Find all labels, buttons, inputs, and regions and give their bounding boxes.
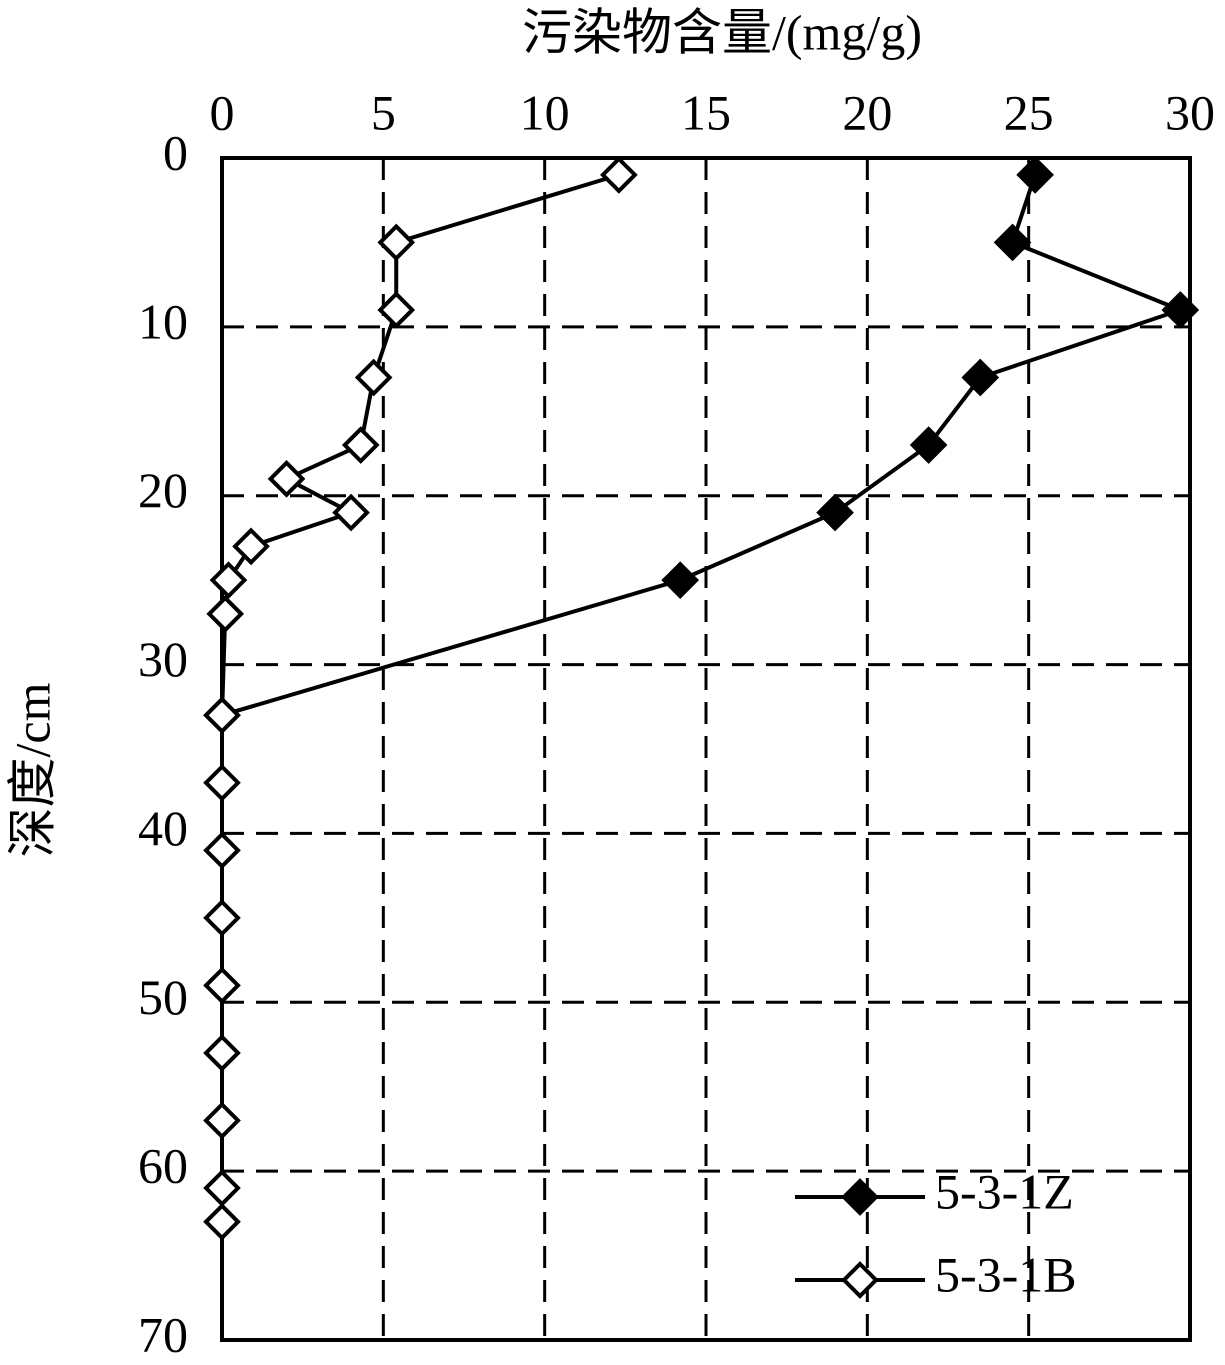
y-tick-label: 30 [138, 631, 188, 687]
data-point [377, 223, 416, 262]
data-point [816, 493, 854, 532]
data-point [203, 1101, 241, 1140]
data-point [232, 527, 270, 566]
data-point [909, 426, 948, 464]
data-point [203, 966, 241, 1005]
legend-label: 5-3-1B [935, 1246, 1077, 1302]
data-point [341, 426, 380, 464]
y-tick-label: 0 [163, 124, 188, 180]
y-tick-label: 40 [138, 800, 188, 856]
x-tick-label: 5 [371, 84, 396, 140]
data-point [600, 156, 638, 194]
data-point [354, 358, 393, 397]
x-tick-label: 30 [1165, 84, 1215, 140]
data-point [203, 1169, 241, 1207]
data-point [332, 493, 370, 532]
data-point [661, 561, 700, 599]
series-line [221, 174, 1187, 718]
y-tick-label: 70 [138, 1306, 188, 1362]
legend-marker [841, 1178, 879, 1216]
y-tick-label: 50 [138, 969, 188, 1025]
data-point [203, 1202, 241, 1241]
data-point [203, 831, 241, 870]
data-point [267, 460, 306, 498]
data-point [377, 291, 416, 329]
x-tick-label: 10 [520, 84, 570, 140]
data-point [203, 899, 241, 937]
data-point [993, 223, 1032, 262]
x-tick-label: 0 [210, 84, 235, 140]
y-tick-label: 20 [138, 462, 188, 518]
data-point [1016, 156, 1054, 194]
data-point [961, 358, 1000, 397]
x-tick-label: 25 [1004, 84, 1054, 140]
data-point [206, 595, 245, 633]
x-tick-label: 15 [681, 84, 731, 140]
legend-label: 5-3-1Z [935, 1163, 1074, 1219]
y-axis-title: 深度/cm [4, 682, 60, 857]
y-tick-label: 10 [138, 293, 188, 349]
data-point [203, 763, 241, 802]
x-axis-title: 污染物含量/(mg/g) [522, 4, 922, 60]
data-point [1161, 291, 1200, 329]
data-point [209, 561, 248, 599]
y-tick-label: 60 [138, 1138, 188, 1194]
x-tick-label: 20 [842, 84, 892, 140]
data-point [203, 696, 241, 735]
data-point [203, 1034, 241, 1072]
legend-marker [841, 1261, 879, 1299]
